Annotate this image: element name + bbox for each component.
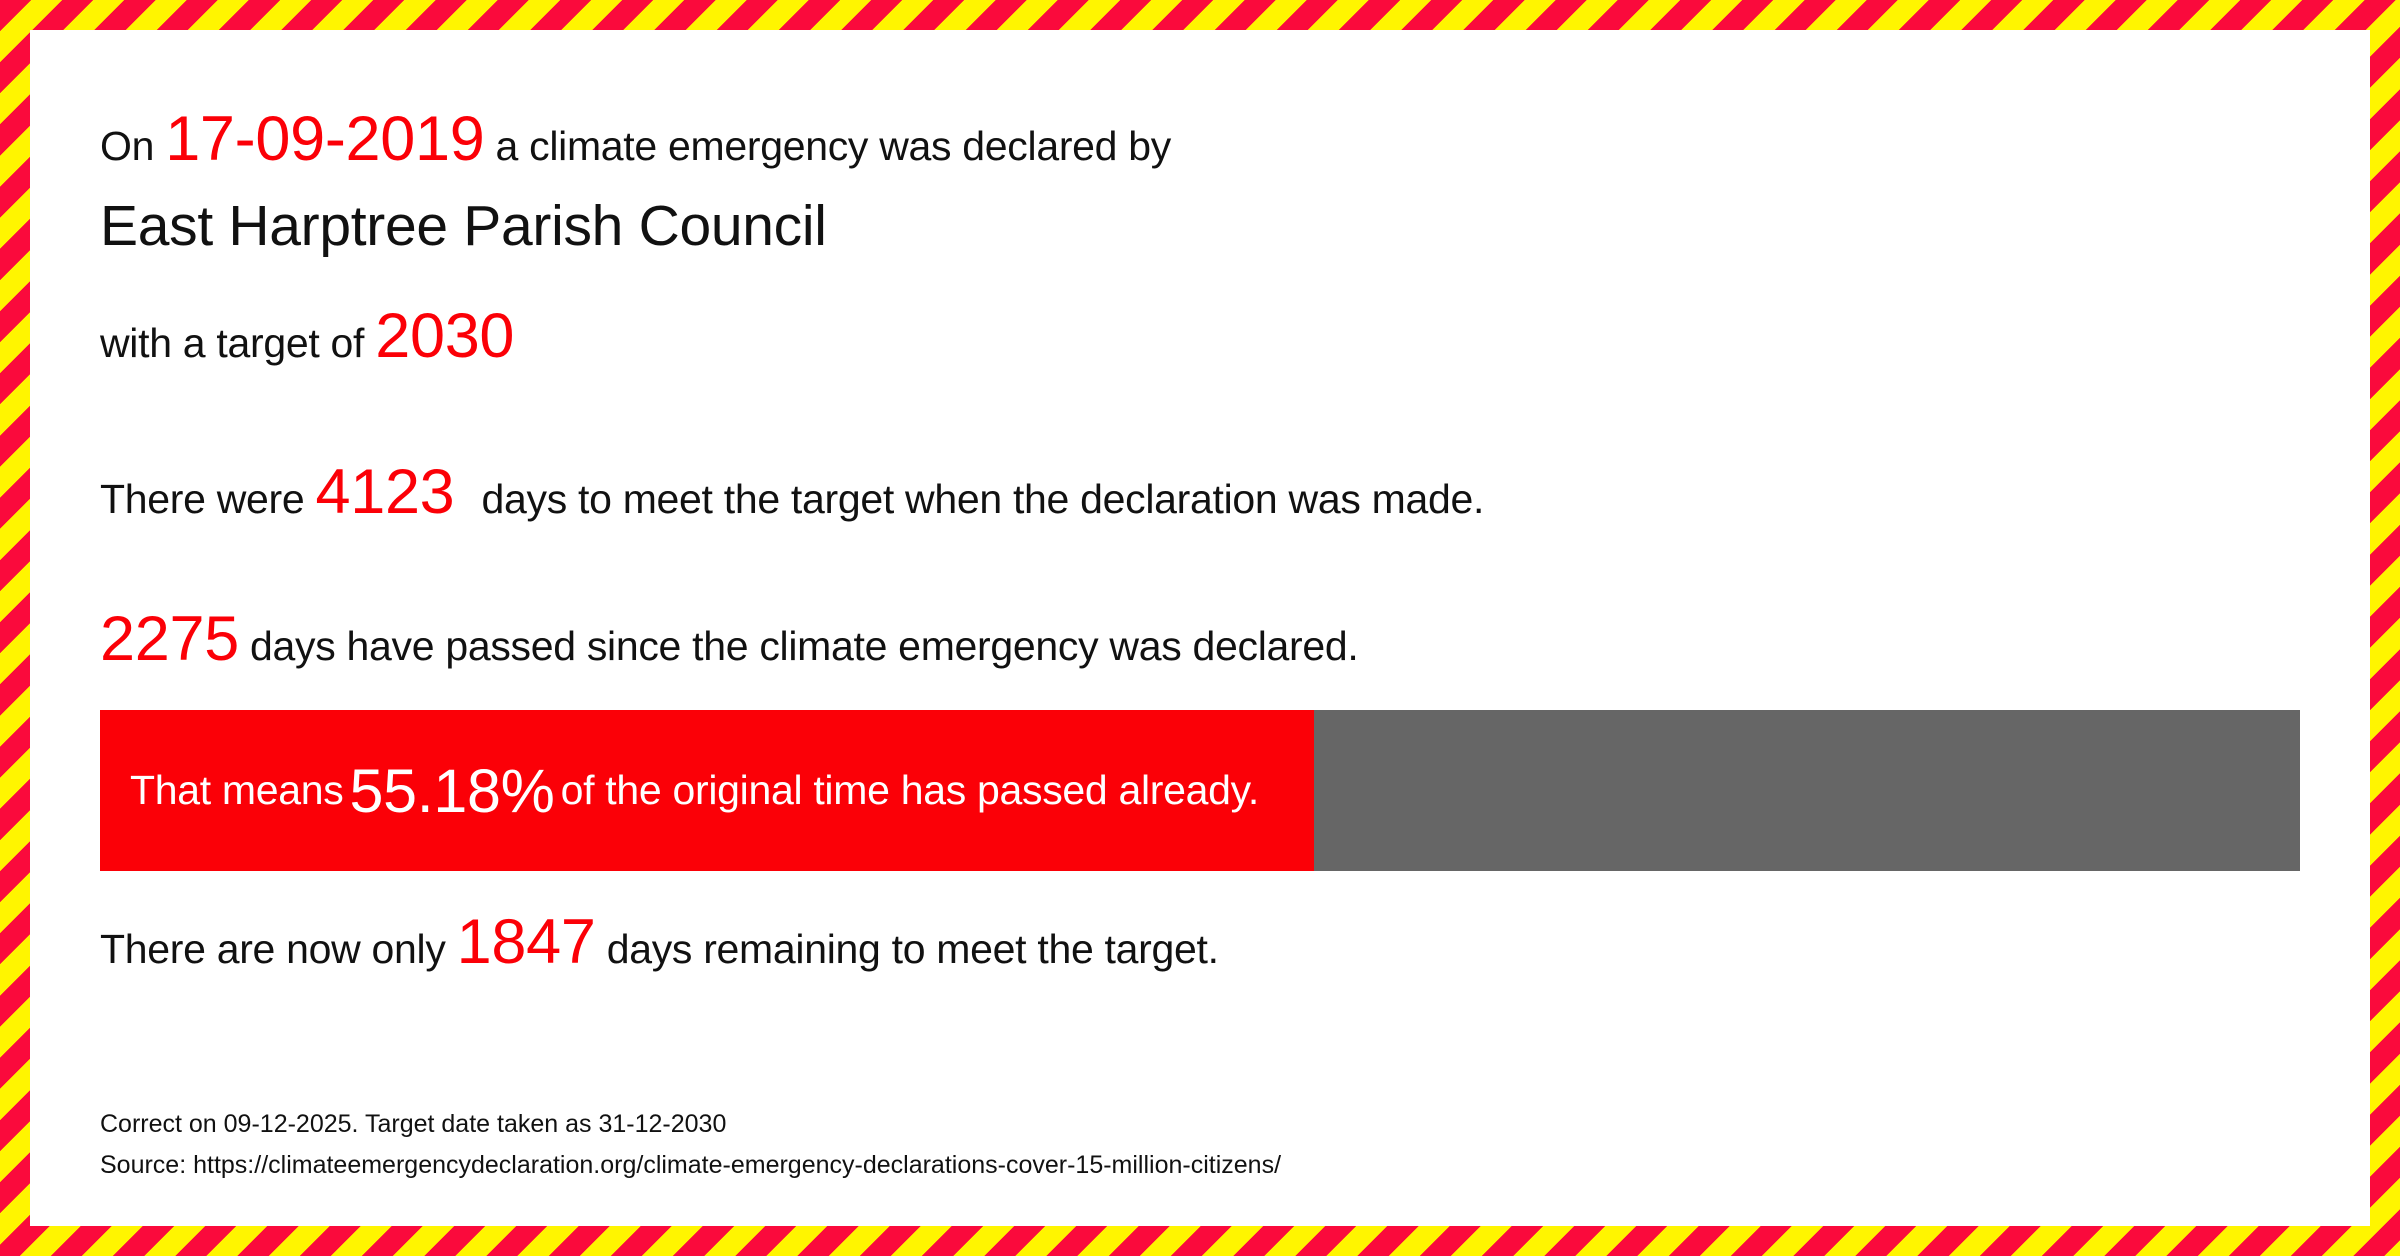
progress-bar: That means 55.18% of the original time h… xyxy=(100,710,2300,871)
days-total-value: 4123 xyxy=(315,457,455,527)
percent-prefix: That means xyxy=(130,767,344,813)
footer-notes: Correct on 09-12-2025. Target date taken… xyxy=(100,1104,1281,1186)
progress-fill xyxy=(100,710,1314,871)
days-passed-value: 2275 xyxy=(100,604,239,674)
days-remaining-prefix: There are now only xyxy=(100,926,457,972)
days-remaining-line: There are now only 1847 days remaining t… xyxy=(100,908,1219,983)
footer-source: Source: https://climateemergencydeclarat… xyxy=(100,1151,1282,1179)
days-total-suffix: days to meet the target when the declara… xyxy=(470,476,1485,522)
declaration-line: On 17-09-2019 a climate emergency was de… xyxy=(100,105,1171,180)
days-total-line: There were 4123 days to meet the target … xyxy=(100,458,1484,533)
days-passed-suffix: days have passed since the climate emerg… xyxy=(238,623,1359,669)
days-passed-line: 2275 days have passed since the climate … xyxy=(100,604,1359,680)
percent-value: 55.18% xyxy=(349,756,555,825)
declaration-suffix: a climate emergency was declared by xyxy=(484,123,1172,169)
progress-label: That means 55.18% of the original time h… xyxy=(100,710,2300,871)
content-panel: On 17-09-2019 a climate emergency was de… xyxy=(30,30,2370,1226)
council-name: East Harptree Parish Council xyxy=(100,194,827,258)
target-line: with a target of 2030 xyxy=(100,302,514,377)
declaration-date: 17-09-2019 xyxy=(165,104,485,174)
footer-correct-on: Correct on 09-12-2025. Target date taken… xyxy=(100,1110,727,1138)
percent-suffix: of the original time has passed already. xyxy=(560,767,1260,813)
declaration-prefix: On xyxy=(100,123,166,169)
days-remaining-suffix: days remaining to meet the target. xyxy=(595,926,1219,972)
target-year: 2030 xyxy=(375,301,515,371)
days-remaining-value: 1847 xyxy=(456,907,596,977)
days-total-prefix: There were xyxy=(100,476,316,522)
target-prefix: with a target of xyxy=(100,320,376,366)
